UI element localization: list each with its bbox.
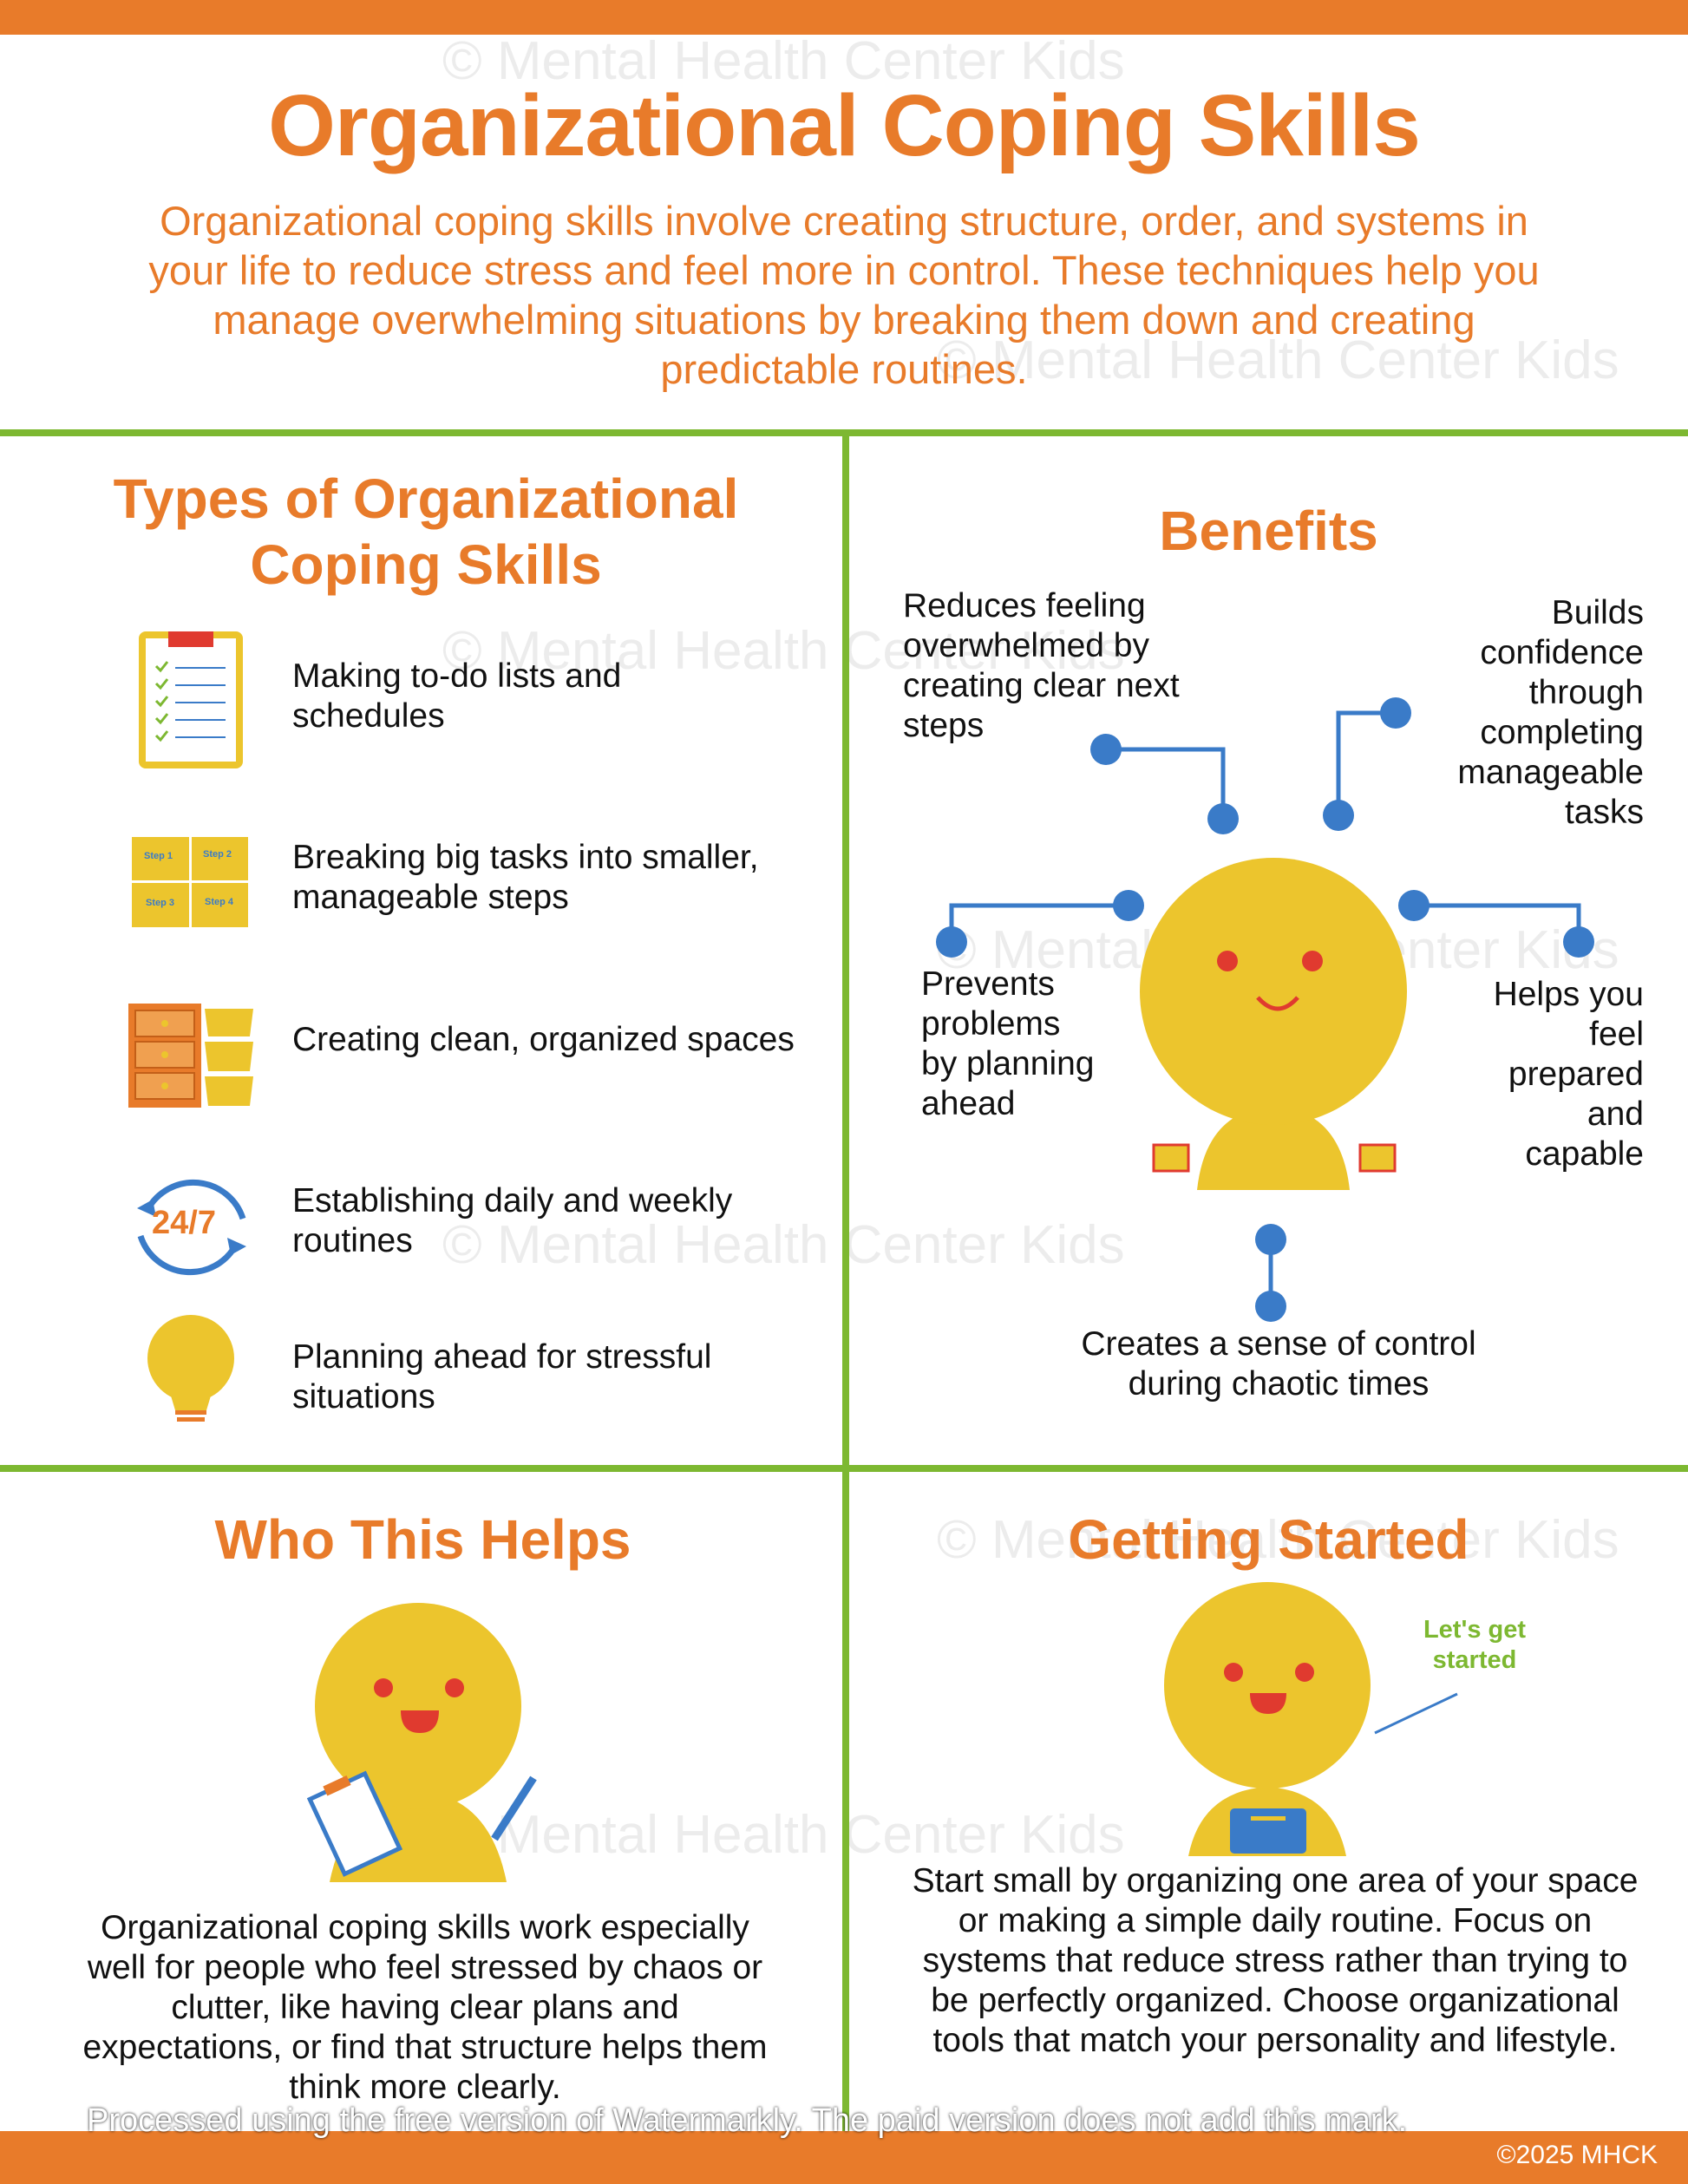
24-7-cycle-icon: 24/7 [130,1167,253,1284]
benefit-text: Reduces feeling overwhelmed by creating … [903,587,1180,744]
drawers-bins-icon [128,1004,253,1108]
benefit-text: Helps you feel prepared and capable [1493,976,1644,1173]
bottom-bar [0,2131,1688,2184]
divider [842,429,849,2131]
smiley-character-icon [1140,858,1407,1190]
step-puzzle-icon: Step 1 Step 2 Step 3 Step 4 [132,837,248,927]
benefit-text: Builds confidence through completing man… [1457,594,1644,831]
smiley-clipboard-icon [306,1603,537,1882]
type-item-label: Establishing daily and weekly routines [292,1182,733,1259]
copyright: ©2025 MHCK [1496,2141,1658,2169]
benefit-text: Prevents problems by planning ahead [921,965,1095,1122]
lightbulb-icon [147,1315,234,1422]
who-heading: Who This Helps [214,1508,631,1571]
benefits-diagram [936,697,1594,1322]
benefit-text: Creates a sense of control during chaoti… [1081,1325,1476,1403]
type-item-label: Planning ahead for stressful situations [292,1338,712,1416]
speech-text: Let's get started [1423,1616,1527,1674]
benefits-heading: Benefits [1159,500,1378,562]
smiley-tablet-icon [1164,1582,1458,1856]
processed-notice: Processed using the free version of Wate… [87,2102,1408,2139]
page-title: Organizational Coping Skills [268,77,1421,174]
who-text: Organizational coping skills work especi… [82,1909,768,2106]
top-bar [0,0,1688,35]
type-item-label: Breaking big tasks into smaller, managea… [292,839,759,916]
types-heading: Types of Organizational Coping Skills [113,468,739,596]
intro-text: Organizational coping skills involve cre… [148,198,1540,392]
type-item-label: Creating clean, organized spaces [292,1021,795,1058]
type-item-label: Making to-do lists and schedules [292,657,622,735]
clipboard-checklist-icon [139,631,243,768]
started-text: Start small by organizing one area of yo… [912,1862,1639,2059]
started-heading: Getting Started [1068,1508,1469,1571]
